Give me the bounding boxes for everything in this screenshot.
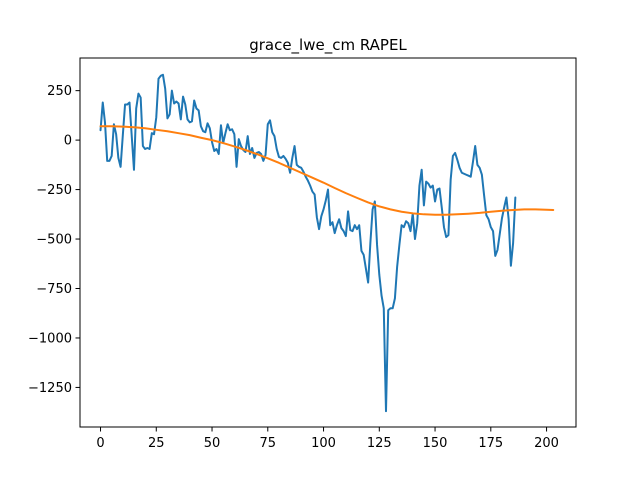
y-tick-label: −500	[36, 233, 72, 248]
plot-frame	[79, 57, 577, 428]
x-tick-label: 50	[204, 436, 221, 451]
y-tick-label: −1250	[28, 381, 72, 396]
series-layer	[99, 73, 555, 413]
x-tick-label: 125	[367, 436, 392, 451]
x-tick-label: 100	[311, 436, 336, 451]
x-axis: 0 25 50 75 100 125 150 175 200	[96, 427, 559, 451]
chart-title: grace_lwe_cm RAPEL	[249, 36, 407, 55]
y-tick-label: 0	[64, 134, 72, 149]
y-tick-label: −250	[36, 183, 72, 198]
series-line-1	[99, 125, 555, 216]
x-tick-label: 150	[423, 436, 448, 451]
series-line-0	[99, 73, 517, 413]
y-tick-label: −1000	[28, 331, 72, 346]
y-tick-label: −750	[36, 282, 72, 297]
y-tick-label: 250	[47, 84, 72, 99]
x-tick-label: 200	[534, 436, 559, 451]
x-tick-label: 175	[478, 436, 503, 451]
y-axis: 250 0 −250 −500 −750 −1000 −1250	[28, 84, 80, 396]
x-tick-label: 25	[148, 436, 165, 451]
x-tick-label: 0	[96, 436, 104, 451]
x-tick-label: 75	[260, 436, 277, 451]
